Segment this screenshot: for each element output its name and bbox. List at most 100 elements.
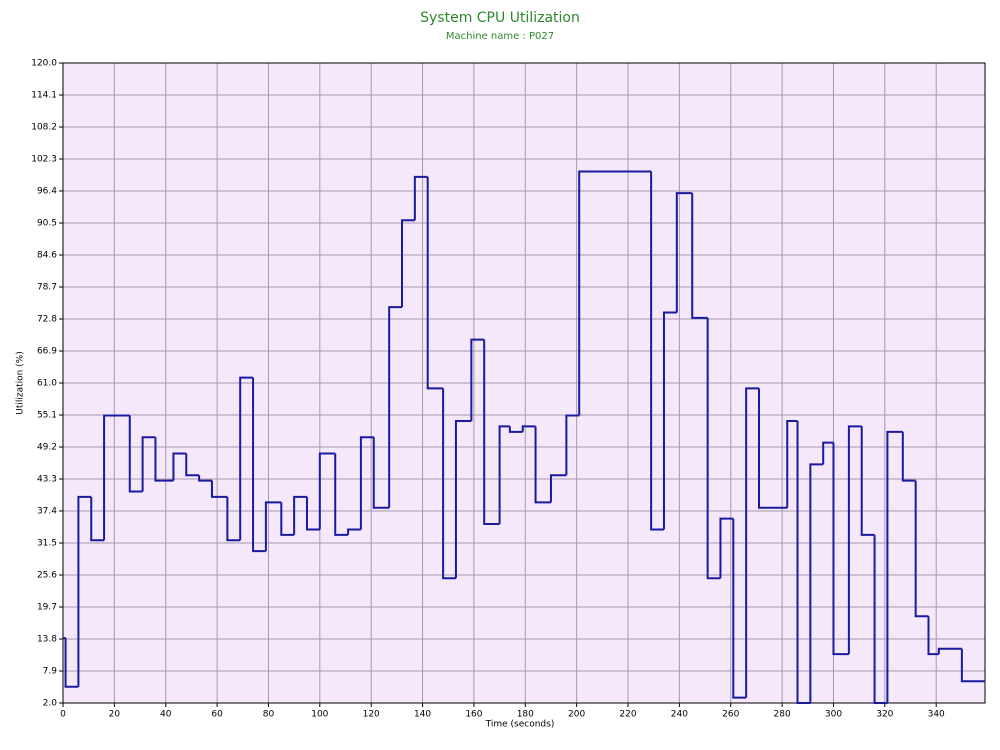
step-segment (388, 306, 403, 508)
step-segment (442, 388, 456, 580)
x-tick-label: 40 (160, 710, 172, 720)
y-tick-label: 43.3 (37, 475, 57, 485)
step-segment (454, 419, 472, 579)
step-segment (498, 425, 510, 525)
step-segment (90, 496, 105, 542)
x-tick-label: 300 (825, 710, 842, 720)
step-segment (226, 496, 241, 542)
step-segment (757, 388, 788, 509)
y-tick-label: 72.8 (37, 315, 57, 325)
y-tick-label: 102.3 (31, 155, 57, 165)
y-tick-label: 55.1 (37, 411, 57, 421)
x-tick-label: 160 (465, 710, 482, 720)
step-segment (305, 496, 320, 531)
y-tick-label: 13.8 (37, 635, 57, 645)
y-tick-label: 84.6 (37, 251, 57, 261)
step-segment (662, 311, 677, 530)
step-segment (318, 452, 336, 530)
x-tick-label: 60 (211, 710, 223, 720)
step-segment (873, 534, 888, 704)
step-segment (103, 414, 130, 541)
step-segment (521, 425, 536, 432)
step-segment (927, 616, 939, 656)
step-segment (549, 474, 567, 503)
step-segment (185, 453, 200, 477)
step-segment (578, 170, 652, 416)
step-segment (359, 436, 374, 530)
step-segment (264, 501, 282, 552)
x-tick-label: 100 (311, 710, 328, 720)
step-segment (508, 426, 523, 433)
y-tick-label: 114.1 (31, 91, 57, 101)
x-tick-label: 0 (60, 710, 66, 720)
x-tick-label: 140 (414, 710, 431, 720)
step-segment (675, 192, 693, 313)
y-tick-label: 31.5 (37, 539, 57, 549)
step-segment (847, 425, 862, 655)
step-segment (280, 502, 295, 536)
y-tick-label: 49.2 (37, 443, 57, 453)
step-segment (691, 193, 708, 319)
step-segment (706, 317, 721, 580)
step-segment (832, 442, 849, 656)
step-segment (719, 517, 734, 579)
step-segment (128, 415, 143, 493)
x-tick-label: 200 (568, 710, 585, 720)
x-tick-label: 80 (263, 710, 275, 720)
step-segment (77, 495, 92, 687)
step-segment (534, 426, 551, 504)
step-segment (64, 637, 79, 688)
step-segment (483, 339, 500, 526)
step-segment (401, 219, 415, 308)
step-segment (172, 452, 187, 481)
x-tick-label: 320 (876, 710, 893, 720)
step-segment (650, 171, 664, 531)
step-segment (426, 176, 444, 390)
x-tick-label: 220 (619, 710, 636, 720)
y-tick-label: 90.5 (37, 219, 57, 229)
chart-subtitle: Machine name : P027 (446, 31, 554, 42)
step-segment (732, 518, 747, 699)
y-axis-label: Utilization (%) (16, 351, 26, 415)
step-segment (239, 376, 254, 541)
step-segment (413, 175, 428, 221)
x-tick-label: 260 (722, 710, 739, 720)
step-segment (809, 463, 824, 703)
step-segment (372, 437, 390, 509)
step-segment (786, 419, 798, 508)
step-segment (210, 480, 228, 498)
y-tick-label: 37.4 (37, 507, 57, 517)
y-tick-label: 96.4 (37, 187, 57, 197)
y-tick-label: 7.9 (43, 667, 58, 677)
step-segment (822, 441, 834, 465)
x-tick-label: 180 (517, 710, 534, 720)
step-segment (565, 414, 580, 476)
y-tick-label: 108.2 (31, 123, 57, 133)
step-segment (860, 426, 875, 536)
step-segment (470, 338, 485, 421)
y-tick-label: 66.9 (37, 347, 57, 357)
x-tick-label: 20 (109, 710, 121, 720)
step-segment (334, 453, 349, 536)
step-segment (901, 431, 916, 482)
step-segment (141, 436, 156, 492)
step-segment (198, 475, 212, 482)
y-tick-label: 25.6 (37, 571, 57, 581)
x-axis-label: Time (seconds) (485, 720, 555, 730)
step-segment (914, 480, 929, 618)
step-segment (960, 648, 985, 683)
step-segment (937, 647, 962, 655)
x-tick-label: 120 (363, 710, 380, 720)
y-tick-label: 2.0 (43, 699, 58, 709)
y-tick-label: 120.0 (31, 59, 57, 69)
x-tick-label: 280 (774, 710, 791, 720)
step-segment (154, 437, 174, 482)
chart-title: System CPU Utilization (420, 10, 580, 26)
plot-border (62, 62, 986, 704)
y-tick-label: 78.7 (37, 283, 57, 293)
step-segment (745, 387, 759, 698)
y-tick-label: 61.0 (37, 379, 57, 389)
step-segment (252, 377, 266, 553)
